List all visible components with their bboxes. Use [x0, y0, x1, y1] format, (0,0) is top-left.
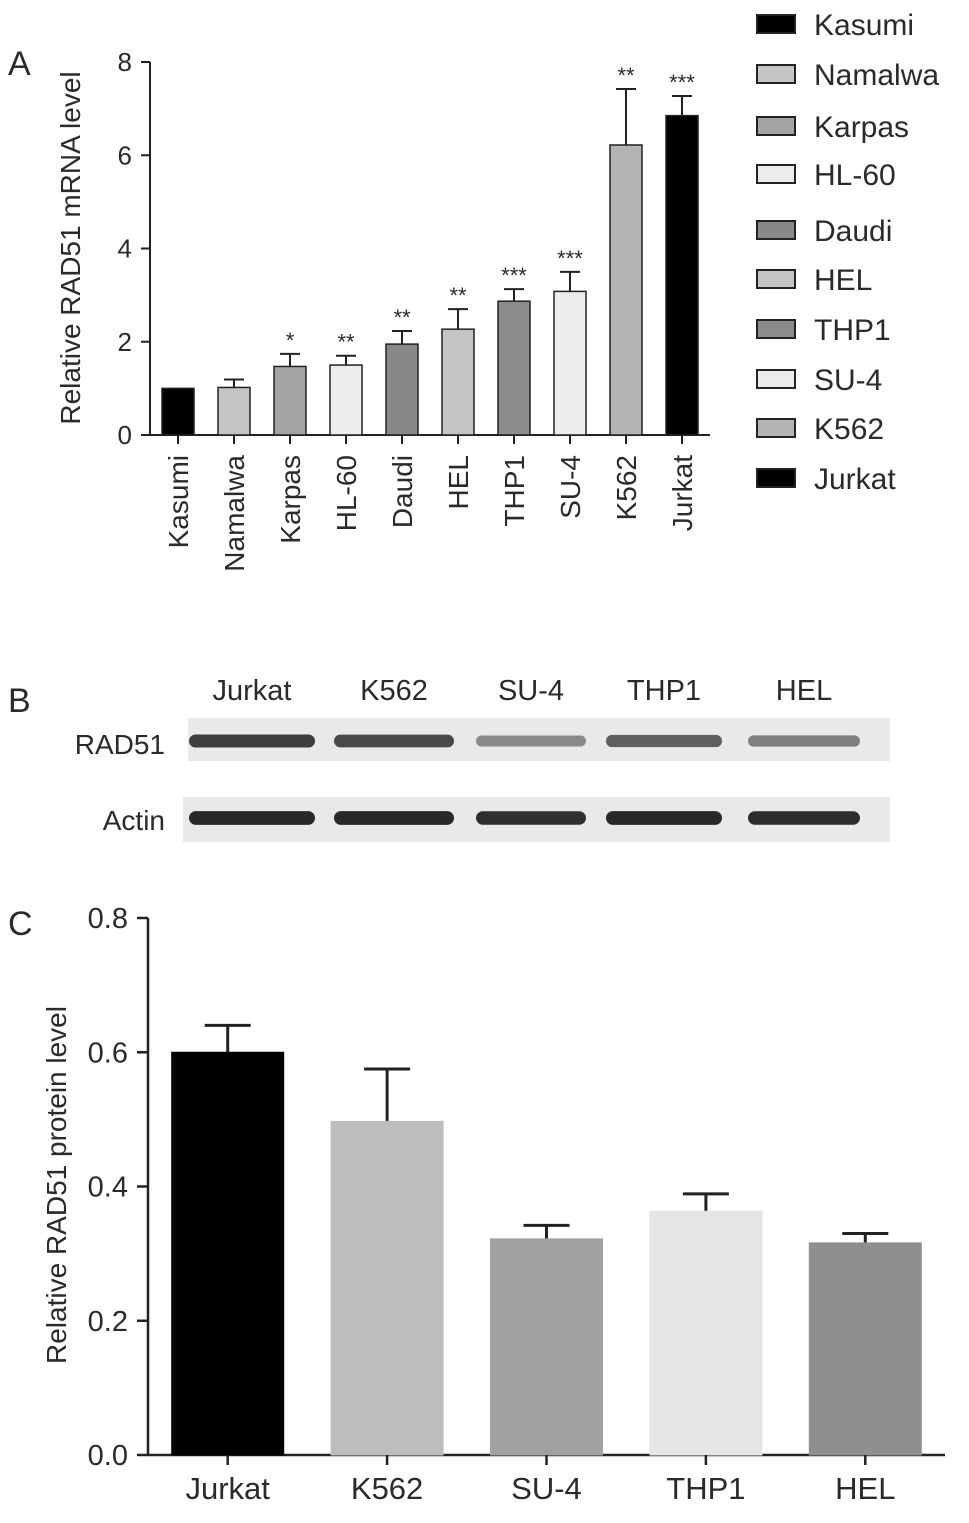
legend-swatch-k562	[756, 418, 796, 438]
legend-label-kasumi: Kasumi	[814, 9, 914, 42]
panel-a-label: A	[8, 45, 31, 83]
mrna-significance-jurkat: ***	[669, 70, 695, 95]
blot-band-rad51-jurkat	[189, 734, 315, 748]
legend-swatch-su-4	[756, 369, 796, 389]
mrna-y-axis-label: Relative RAD51 mRNA level	[55, 71, 86, 424]
protein-x-tick-label: SU-4	[511, 1471, 582, 1506]
mrna-x-tick-label: Daudi	[387, 455, 418, 528]
legend-label-daudi: Daudi	[814, 215, 892, 248]
mrna-significance-karpas: *	[286, 328, 295, 353]
mrna-bar-namalwa	[217, 386, 251, 436]
legend-label-su-4: SU-4	[814, 364, 882, 397]
legend-label-jurkat: Jurkat	[814, 463, 896, 496]
mrna-x-tick-label: Namalwa	[219, 455, 250, 572]
mrna-x-tick-label: K562	[611, 455, 642, 520]
legend-swatch-namalwa	[756, 64, 796, 84]
protein-y-tick-label: 0.4	[88, 1172, 128, 1204]
mrna-x-tick-label: Kasumi	[163, 455, 194, 548]
mrna-bar-hl-60	[329, 364, 363, 436]
blot-band-rad51-thp1	[606, 734, 722, 748]
mrna-bar-daudi	[385, 343, 419, 436]
blot-lane-label-su-4: SU-4	[498, 675, 564, 707]
mrna-x-tick-label: HEL	[443, 455, 474, 509]
protein-bar-hel	[808, 1242, 922, 1456]
legend-swatch-jurkat	[756, 468, 796, 488]
mrna-significance-thp1: ***	[501, 263, 527, 288]
mrna-bar-jurkat	[665, 114, 699, 436]
legend-swatch-thp1	[756, 319, 796, 339]
blot-band-actin-thp1	[606, 811, 722, 825]
mrna-bar-su-4	[553, 290, 587, 436]
blot-lane-label-jurkat: Jurkat	[213, 675, 292, 707]
mrna-bar-thp1	[497, 300, 531, 436]
legend-label-karpas: Karpas	[814, 111, 909, 144]
protein-y-tick-label: 0.8	[88, 903, 128, 935]
mrna-significance-hl-60: **	[337, 330, 355, 355]
mrna-y-tick-label: 6	[118, 140, 132, 170]
protein-x-tick-label: HEL	[835, 1471, 895, 1506]
legend-swatch-daudi	[756, 220, 796, 240]
western-blot: RAD51 Actin Jurkat K562 SU-4 THP1 HEL	[75, 675, 890, 842]
legend-swatch-hel	[756, 269, 796, 289]
protein-x-tick-label: K562	[351, 1471, 423, 1506]
mrna-significance-su-4: ***	[557, 246, 583, 271]
legend-label-hel: HEL	[814, 264, 872, 297]
legend-label-k562: K562	[814, 413, 884, 446]
legend-swatch-karpas	[756, 116, 796, 136]
panel-c-label: C	[8, 905, 33, 943]
legend-swatch-hl-60	[756, 164, 796, 184]
mrna-bar-kasumi	[161, 387, 195, 436]
protein-bar-k562	[330, 1120, 444, 1456]
legend-label-namalwa: Namalwa	[814, 59, 939, 92]
mrna-y-tick-label: 8	[118, 47, 132, 77]
mrna-significance-daudi: **	[393, 305, 411, 330]
mrna-bar-karpas	[273, 365, 307, 436]
protein-bar-chart: Relative RAD51 protein level 0.0 0.2 0.4 0.…	[41, 903, 945, 1506]
mrna-significance-hel: **	[449, 283, 467, 308]
blot-band-rad51-hel	[748, 735, 860, 747]
legend-label-thp1: THP1	[814, 314, 891, 347]
mrna-bar-chart: Relative RAD51 mRNA level 0 2 4 6 8 Kasumi Nam…	[55, 47, 710, 572]
blot-lane-label-thp1: THP1	[627, 675, 701, 707]
blot-band-actin-hel	[748, 811, 860, 825]
legend-label-hl-60: HL-60	[814, 159, 896, 192]
protein-y-tick-label: 0.0	[88, 1440, 128, 1472]
protein-x-tick-label: Jurkat	[185, 1471, 270, 1506]
mrna-y-tick-label: 2	[118, 327, 132, 357]
protein-bar-jurkat	[171, 1051, 285, 1456]
mrna-bar-k562	[609, 144, 643, 436]
protein-y-tick-label: 0.6	[88, 1037, 128, 1069]
protein-y-axis-label: Relative RAD51 protein level	[41, 1006, 72, 1364]
mrna-x-tick-label: Karpas	[275, 455, 306, 544]
panel-b-label: B	[8, 682, 31, 720]
blot-band-actin-k562	[334, 811, 454, 825]
mrna-significance-k562: **	[617, 63, 635, 88]
protein-x-tick-label: THP1	[666, 1471, 745, 1506]
protein-y-tick-label: 0.2	[88, 1306, 128, 1338]
blot-row-label-actin: Actin	[103, 805, 165, 836]
blot-band-rad51-su-4	[476, 735, 586, 747]
mrna-x-tick-label: Jurkat	[667, 455, 698, 531]
blot-band-actin-su-4	[476, 811, 586, 825]
protein-bar-thp1	[649, 1210, 763, 1456]
mrna-legend: Kasumi Namalwa Karpas HL-60 Daudi HEL THP1 SU-4…	[756, 9, 939, 496]
blot-lane-label-hel: HEL	[776, 675, 832, 707]
legend-swatch-kasumi	[756, 14, 796, 34]
mrna-x-tick-label: SU-4	[555, 455, 586, 519]
mrna-x-tick-label: HL-60	[331, 455, 362, 531]
mrna-bar-hel	[441, 328, 475, 436]
mrna-y-tick-label: 0	[118, 420, 132, 450]
blot-lane-label-k562: K562	[360, 675, 428, 707]
blot-band-actin-jurkat	[189, 811, 315, 825]
blot-band-rad51-k562	[334, 734, 454, 748]
mrna-x-tick-label: THP1	[499, 455, 530, 527]
mrna-y-tick-label: 4	[118, 234, 132, 264]
protein-bar-su-4	[490, 1238, 603, 1456]
blot-row-label-rad51: RAD51	[75, 729, 165, 760]
